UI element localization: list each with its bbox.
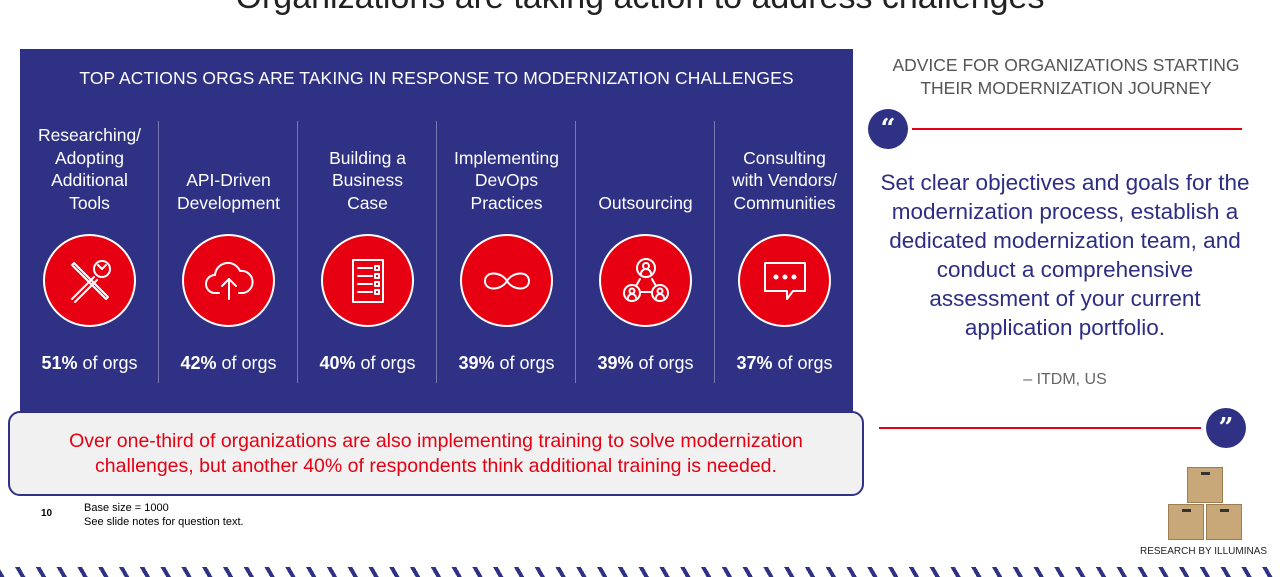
action-percentage: 40% of orgs — [319, 353, 416, 373]
decorative-stripe — [0, 567, 1280, 577]
action-label: Building a Business Case — [329, 147, 406, 213]
action-percentage: 51% of orgs — [41, 353, 138, 373]
action-label: Consulting with Vendors/ Communities — [731, 147, 838, 213]
actions-panel: TOP ACTIONS ORGS ARE TAKING IN RESPONSE … — [20, 49, 853, 417]
cloud-upload-icon — [182, 234, 275, 327]
action-column-outsourcing: Outsourcing 39% of orgs — [576, 123, 715, 381]
column-divider — [158, 121, 159, 383]
action-column-business-case: Building a Business Case 40% of orgs — [298, 123, 437, 381]
people-network-icon — [599, 234, 692, 327]
quote-rule-top — [912, 128, 1242, 130]
action-percentage: 39% of orgs — [597, 353, 694, 373]
quote-rule-bottom — [879, 427, 1201, 429]
action-column-devops: Implementing DevOps Practices 39% of org… — [437, 123, 576, 381]
action-label: Researching/ Adopting Additional Tools — [37, 125, 142, 213]
action-column-tools: Researching/ Adopting Additional Tools 5… — [20, 123, 159, 381]
footnote-base-size: Base size = 1000 — [84, 502, 169, 514]
brand-label: RESEARCH BY ILLUMINAS — [1140, 546, 1268, 557]
action-percentage: 37% of orgs — [736, 353, 833, 373]
document-list-icon — [321, 234, 414, 327]
action-percentage: 42% of orgs — [180, 353, 277, 373]
quote-attribution: – ITDM, US — [1023, 371, 1107, 388]
panel-title: TOP ACTIONS ORGS ARE TAKING IN RESPONSE … — [79, 68, 794, 88]
advice-quote: Set clear objectives and goals for the m… — [880, 170, 1250, 340]
footnote: Base size = 1000 See slide notes for que… — [84, 501, 244, 529]
action-label: Outsourcing — [598, 192, 693, 213]
tools-icon — [43, 234, 136, 327]
slide-title: Organizations are taking action to addre… — [0, 0, 1280, 17]
action-label: Implementing DevOps Practices — [453, 147, 560, 213]
column-divider — [297, 121, 298, 383]
action-column-api: API-Driven Development 42% of orgs — [159, 123, 298, 381]
page-number: 10 — [41, 508, 53, 519]
training-callout: Over one-third of organizations are also… — [8, 411, 864, 496]
action-percentage: 39% of orgs — [458, 353, 555, 373]
advice-title: ADVICE FOR ORGANIZATIONS STARTING THEIR … — [892, 55, 1240, 98]
close-quote-icon: ” — [1206, 408, 1246, 448]
column-divider — [575, 121, 576, 383]
chat-bubble-icon — [738, 234, 831, 327]
open-quote-icon: “ — [868, 109, 908, 149]
infinity-icon — [460, 234, 553, 327]
column-divider — [436, 121, 437, 383]
column-divider — [714, 121, 715, 383]
action-column-vendors: Consulting with Vendors/ Communities 37%… — [715, 123, 854, 381]
action-label: API-Driven Development — [176, 170, 281, 213]
footnote-notes: See slide notes for question text. — [84, 516, 244, 528]
boxes-logo-icon — [1166, 465, 1244, 543]
